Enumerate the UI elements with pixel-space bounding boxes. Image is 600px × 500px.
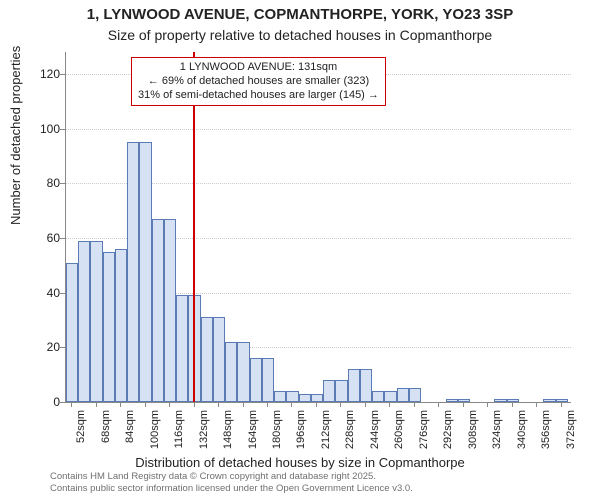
- y-tick-label: 120: [5, 67, 60, 81]
- gridline: [66, 129, 571, 130]
- annotation-box: 1 LYNWOOD AVENUE: 131sqm← 69% of detache…: [131, 57, 386, 106]
- histogram-bar: [176, 295, 188, 402]
- y-tick-label: 80: [5, 176, 60, 190]
- annotation-line2: ← 69% of detached houses are smaller (32…: [138, 75, 379, 89]
- x-tick-mark: [536, 402, 537, 407]
- histogram-bar: [543, 399, 555, 402]
- histogram-bar: [225, 342, 237, 402]
- x-tick-mark: [96, 402, 97, 407]
- x-tick-mark: [145, 402, 146, 407]
- histogram-bar: [274, 391, 286, 402]
- histogram-bar: [66, 263, 78, 402]
- x-tick-mark: [365, 402, 366, 407]
- histogram-bar: [152, 219, 164, 402]
- y-tick-mark: [60, 402, 65, 403]
- x-axis-title: Distribution of detached houses by size …: [0, 455, 600, 470]
- plot-area: 1 LYNWOOD AVENUE: 131sqm← 69% of detache…: [65, 52, 571, 403]
- histogram-bar: [335, 380, 347, 402]
- x-tick-mark: [414, 402, 415, 407]
- histogram-bar: [262, 358, 274, 402]
- x-tick-mark: [194, 402, 195, 407]
- chart-title-line2: Size of property relative to detached ho…: [0, 27, 600, 43]
- histogram-bar: [250, 358, 262, 402]
- y-tick-mark: [60, 129, 65, 130]
- x-tick-mark: [389, 402, 390, 407]
- y-tick-mark: [60, 293, 65, 294]
- histogram-bar: [299, 394, 311, 402]
- x-tick-mark: [512, 402, 513, 407]
- y-tick-label: 0: [5, 395, 60, 409]
- histogram-bar: [103, 252, 115, 402]
- y-tick-mark: [60, 74, 65, 75]
- y-tick-label: 20: [5, 340, 60, 354]
- x-tick-mark: [463, 402, 464, 407]
- histogram-bar: [115, 249, 127, 402]
- x-tick-mark: [291, 402, 292, 407]
- footer-line2: Contains public sector information licen…: [50, 483, 413, 495]
- x-tick-mark: [267, 402, 268, 407]
- footer-attribution: Contains HM Land Registry data © Crown c…: [50, 471, 413, 495]
- x-tick-mark: [438, 402, 439, 407]
- histogram-bar: [446, 399, 458, 402]
- x-tick-mark: [169, 402, 170, 407]
- x-tick-mark: [487, 402, 488, 407]
- histogram-bar: [348, 369, 360, 402]
- y-tick-label: 60: [5, 231, 60, 245]
- y-tick-label: 40: [5, 286, 60, 300]
- x-tick-mark: [561, 402, 562, 407]
- y-tick-label: 100: [5, 122, 60, 136]
- y-tick-mark: [60, 347, 65, 348]
- histogram-bar: [127, 142, 139, 402]
- histogram-bar: [201, 317, 213, 402]
- histogram-bar: [164, 219, 176, 402]
- annotation-line3: 31% of semi-detached houses are larger (…: [138, 89, 379, 103]
- x-tick-mark: [71, 402, 72, 407]
- y-tick-mark: [60, 183, 65, 184]
- x-tick-mark: [316, 402, 317, 407]
- chart-title-line1: 1, LYNWOOD AVENUE, COPMANTHORPE, YORK, Y…: [0, 6, 600, 23]
- histogram-bar: [213, 317, 225, 402]
- histogram-bar: [286, 391, 298, 402]
- chart-container: 1, LYNWOOD AVENUE, COPMANTHORPE, YORK, Y…: [0, 0, 600, 500]
- x-tick-mark: [243, 402, 244, 407]
- x-tick-mark: [120, 402, 121, 407]
- histogram-bar: [397, 388, 409, 402]
- footer-line1: Contains HM Land Registry data © Crown c…: [50, 471, 413, 483]
- histogram-bar: [139, 142, 151, 402]
- histogram-bar: [494, 399, 506, 402]
- y-tick-mark: [60, 238, 65, 239]
- annotation-line1: 1 LYNWOOD AVENUE: 131sqm: [138, 61, 379, 75]
- histogram-bar: [90, 241, 102, 402]
- x-tick-mark: [218, 402, 219, 407]
- histogram-bar: [360, 369, 372, 402]
- histogram-bar: [372, 391, 384, 402]
- histogram-bar: [384, 391, 396, 402]
- x-tick-mark: [340, 402, 341, 407]
- histogram-bar: [409, 388, 421, 402]
- histogram-bar: [237, 342, 249, 402]
- histogram-bar: [78, 241, 90, 402]
- histogram-bar: [311, 394, 323, 402]
- histogram-bar: [323, 380, 335, 402]
